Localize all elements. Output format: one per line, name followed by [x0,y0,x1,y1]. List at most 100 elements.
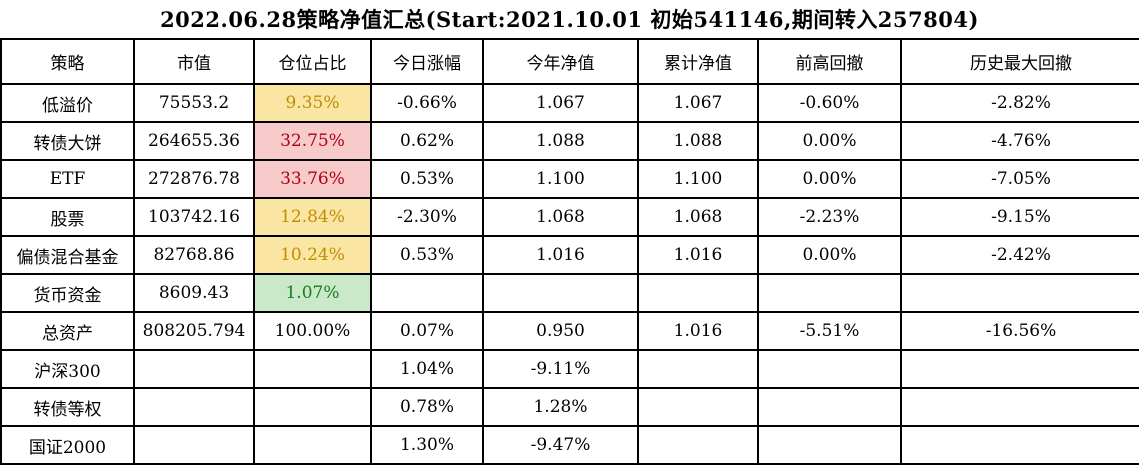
cell-cum-nav[interactable] [637,273,759,313]
cell-cum-nav[interactable] [637,349,759,389]
cell-high-drawdown[interactable]: -2.23% [757,197,902,237]
cell-today-change[interactable]: 0.78% [370,387,484,427]
cell-position-ratio[interactable]: 100.00% [253,311,372,351]
cell-high-drawdown[interactable] [757,425,902,465]
cell-strategy[interactable]: 低溢价 [0,83,135,123]
table-row: 低溢价 75553.2 9.35% -0.66% 1.067 1.067 -0.60% -2.… [0,83,1139,123]
cell-max-drawdown[interactable]: -9.15% [900,197,1139,237]
cell-high-drawdown[interactable] [757,349,902,389]
cell-cum-nav[interactable] [637,425,759,465]
cell-ytd-nav[interactable]: 1.28% [482,387,639,427]
cell-max-drawdown[interactable] [900,349,1139,389]
table-header: 策略 市值 仓位占比 今日涨幅 今年净值 累计净值 前高回撤 历史最大回撤 [0,38,1139,85]
cell-today-change[interactable] [370,273,484,313]
column-header-high-drawdown: 前高回撤 [757,38,902,85]
cell-cum-nav[interactable]: 1.016 [637,311,759,351]
cell-high-drawdown[interactable]: 0.00% [757,235,902,275]
cell-market-value[interactable] [133,349,255,389]
cell-strategy[interactable]: 国证2000 [0,425,135,465]
cell-ytd-nav[interactable]: 1.088 [482,121,639,161]
table-row: 总资产 808205.794 100.00% 0.07% 0.950 1.016 -5.51… [0,311,1139,351]
cell-ytd-nav[interactable]: 0.950 [482,311,639,351]
table-row: 货币资金 8609.43 1.07% [0,273,1139,313]
cell-position-ratio[interactable]: 9.35% [253,83,372,123]
cell-cum-nav[interactable]: 1.068 [637,197,759,237]
column-header-max-drawdown: 历史最大回撤 [900,38,1139,85]
cell-today-change[interactable]: -0.66% [370,83,484,123]
cell-position-ratio[interactable]: 32.75% [253,121,372,161]
cell-high-drawdown[interactable]: -0.60% [757,83,902,123]
cell-max-drawdown[interactable]: -2.42% [900,235,1139,275]
cell-today-change[interactable]: 0.07% [370,311,484,351]
cell-position-ratio[interactable] [253,349,372,389]
cell-strategy[interactable]: 转债大饼 [0,121,135,161]
table-row: 转债大饼 264655.36 32.75% 0.62% 1.088 1.088 0.00% -… [0,121,1139,161]
column-header-cum-nav: 累计净值 [637,38,759,85]
cell-high-drawdown[interactable] [757,273,902,313]
cell-strategy[interactable]: 股票 [0,197,135,237]
cell-max-drawdown[interactable]: -16.56% [900,311,1139,351]
table-row: 沪深300 1.04% -9.11% [0,349,1139,389]
column-header-ytd-nav: 今年净值 [482,38,639,85]
cell-strategy[interactable]: 偏债混合基金 [0,235,135,275]
cell-ytd-nav[interactable]: 1.016 [482,235,639,275]
cell-strategy[interactable]: 沪深300 [0,349,135,389]
cell-today-change[interactable]: 0.53% [370,235,484,275]
cell-position-ratio[interactable] [253,387,372,427]
table-row: ETF 272876.78 33.76% 0.53% 1.100 1.100 0.00% -7… [0,159,1139,199]
cell-max-drawdown[interactable] [900,387,1139,427]
cell-strategy[interactable]: 货币资金 [0,273,135,313]
cell-max-drawdown[interactable] [900,273,1139,313]
cell-ytd-nav[interactable]: -9.11% [482,349,639,389]
cell-market-value[interactable]: 264655.36 [133,121,255,161]
cell-position-ratio[interactable]: 33.76% [253,159,372,199]
cell-max-drawdown[interactable]: -7.05% [900,159,1139,199]
cell-high-drawdown[interactable]: 0.00% [757,159,902,199]
cell-today-change[interactable]: 0.62% [370,121,484,161]
cell-cum-nav[interactable]: 1.067 [637,83,759,123]
cell-cum-nav[interactable] [637,387,759,427]
cell-max-drawdown[interactable]: -2.82% [900,83,1139,123]
cell-strategy[interactable]: 转债等权 [0,387,135,427]
cell-market-value[interactable] [133,387,255,427]
table-body: 低溢价 75553.2 9.35% -0.66% 1.067 1.067 -0.60% -2.… [0,83,1139,465]
cell-position-ratio[interactable]: 1.07% [253,273,372,313]
cell-position-ratio[interactable] [253,425,372,465]
cell-today-change[interactable]: 1.30% [370,425,484,465]
cell-market-value[interactable]: 103742.16 [133,197,255,237]
cell-ytd-nav[interactable]: 1.068 [482,197,639,237]
cell-market-value[interactable]: 8609.43 [133,273,255,313]
cell-position-ratio[interactable]: 10.24% [253,235,372,275]
cell-market-value[interactable]: 808205.794 [133,311,255,351]
cell-ytd-nav[interactable]: -9.47% [482,425,639,465]
cell-cum-nav[interactable]: 1.100 [637,159,759,199]
cell-market-value[interactable]: 272876.78 [133,159,255,199]
header-row: 策略 市值 仓位占比 今日涨幅 今年净值 累计净值 前高回撤 历史最大回撤 [0,38,1139,85]
column-header-today-change: 今日涨幅 [370,38,484,85]
cell-today-change[interactable]: 1.04% [370,349,484,389]
cell-today-change[interactable]: -2.30% [370,197,484,237]
cell-max-drawdown[interactable] [900,425,1139,465]
cell-max-drawdown[interactable]: -4.76% [900,121,1139,161]
cell-high-drawdown[interactable]: -5.51% [757,311,902,351]
cell-cum-nav[interactable]: 1.016 [637,235,759,275]
cell-high-drawdown[interactable] [757,387,902,427]
cell-strategy[interactable]: 总资产 [0,311,135,351]
cell-ytd-nav[interactable]: 1.100 [482,159,639,199]
cell-high-drawdown[interactable]: 0.00% [757,121,902,161]
cell-market-value[interactable]: 75553.2 [133,83,255,123]
cell-market-value[interactable]: 82768.86 [133,235,255,275]
page-title: 2022.06.28策略净值汇总(Start:2021.10.01 初始5411… [160,7,979,32]
cell-cum-nav[interactable]: 1.088 [637,121,759,161]
strategy-nav-table: 策略 市值 仓位占比 今日涨幅 今年净值 累计净值 前高回撤 历史最大回撤 低溢价 75553.… [0,38,1139,465]
cell-strategy[interactable]: ETF [0,159,135,199]
cell-ytd-nav[interactable] [482,273,639,313]
cell-market-value[interactable] [133,425,255,465]
cell-today-change[interactable]: 0.53% [370,159,484,199]
cell-ytd-nav[interactable]: 1.067 [482,83,639,123]
column-header-market-value: 市值 [133,38,255,85]
column-header-strategy: 策略 [0,38,135,85]
table-row: 偏债混合基金 82768.86 10.24% 0.53% 1.016 1.016 0.00%… [0,235,1139,275]
cell-position-ratio[interactable]: 12.84% [253,197,372,237]
